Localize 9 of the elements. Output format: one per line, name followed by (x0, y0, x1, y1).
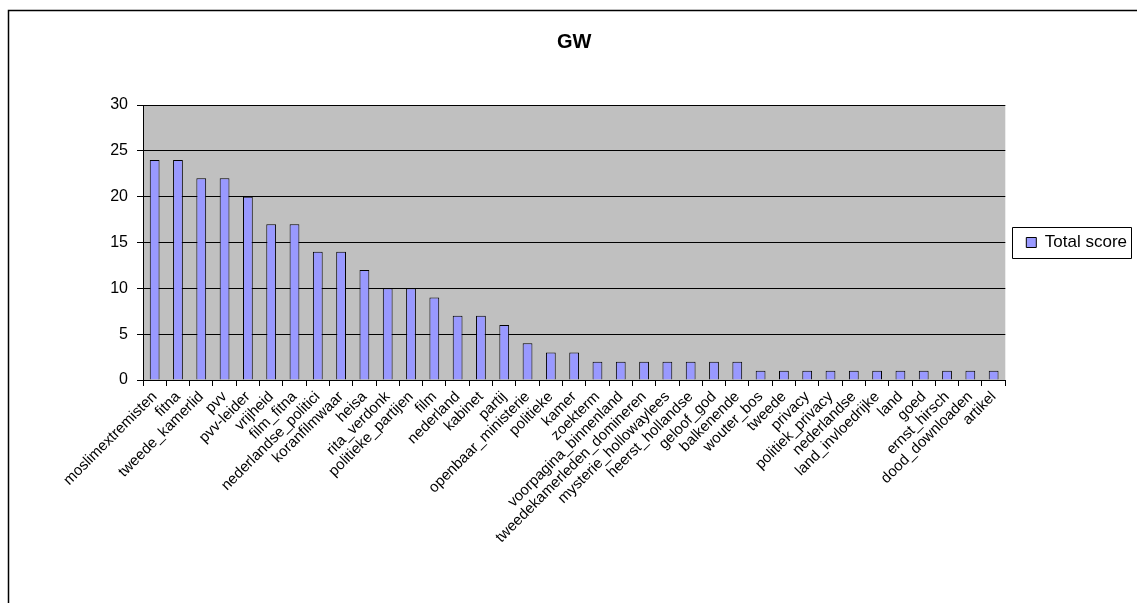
y-tick-label: 10 (110, 278, 129, 296)
y-tick-label: 30 (110, 95, 129, 113)
legend-label: Total score (1044, 232, 1127, 252)
y-tick-label: 20 (110, 187, 129, 205)
y-tick-label: 25 (110, 141, 129, 159)
y-tick-label: 0 (119, 370, 129, 388)
chart-title: GW (556, 29, 592, 52)
y-tick-label: 5 (119, 324, 129, 342)
y-tick-label: 15 (110, 232, 129, 250)
